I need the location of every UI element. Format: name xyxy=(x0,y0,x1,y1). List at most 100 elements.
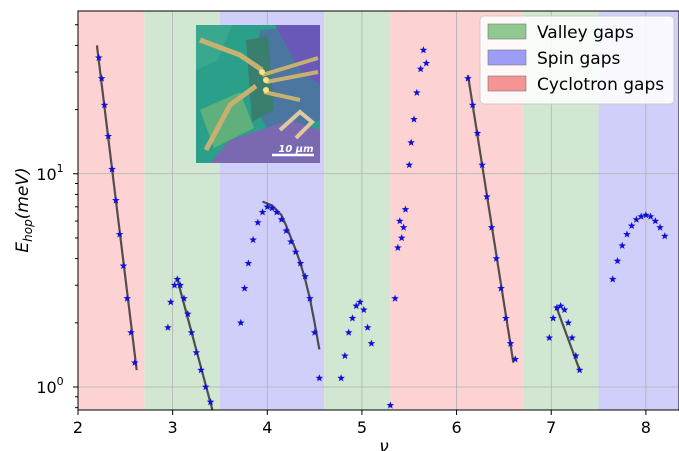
data-point xyxy=(545,333,554,342)
data-point xyxy=(119,261,128,270)
data-point xyxy=(277,215,286,223)
legend-label: Cyclotron gaps xyxy=(537,75,664,95)
data-point xyxy=(296,259,305,267)
data-points xyxy=(95,46,669,409)
data-point xyxy=(391,294,399,302)
x-tick-label: 7 xyxy=(546,418,556,437)
legend: Valley gaps Spin gaps Cyclotron gaps xyxy=(479,15,675,105)
data-point xyxy=(236,318,245,327)
data-point xyxy=(468,101,477,109)
data-point xyxy=(201,382,210,391)
data-point xyxy=(315,374,324,382)
data-point xyxy=(394,243,402,251)
data-point xyxy=(173,275,182,283)
data-point xyxy=(176,281,185,289)
legend-swatch xyxy=(487,23,527,40)
data-point xyxy=(104,132,113,140)
data-point xyxy=(112,196,120,204)
data-point xyxy=(123,294,132,302)
data-point xyxy=(395,217,404,225)
data-point xyxy=(632,215,641,223)
legend-swatch xyxy=(487,75,527,92)
data-point xyxy=(483,192,491,201)
data-point xyxy=(511,355,520,363)
data-point xyxy=(306,294,314,302)
data-point xyxy=(192,348,201,356)
legend-swatch xyxy=(487,49,527,66)
fit-line xyxy=(554,305,581,371)
y-axis-label-sub: hop xyxy=(21,219,35,242)
x-tick-label: 6 xyxy=(451,418,461,437)
data-point xyxy=(661,232,669,240)
data-point xyxy=(130,358,139,366)
data-point xyxy=(501,314,510,322)
y-axis-label-unit: (meV) xyxy=(13,167,33,219)
data-point xyxy=(549,314,557,322)
data-point xyxy=(127,328,135,336)
data-point xyxy=(360,305,368,314)
y-tick-label: 101 xyxy=(36,162,63,184)
data-point xyxy=(405,160,414,169)
data-point xyxy=(180,294,188,302)
x-tick-label: 5 xyxy=(357,418,367,437)
data-point xyxy=(642,211,650,219)
data-point xyxy=(344,328,353,336)
data-point xyxy=(399,223,408,231)
legend-label: Spin gaps xyxy=(537,49,620,69)
data-point xyxy=(240,284,249,292)
data-point xyxy=(244,259,253,267)
data-point xyxy=(206,398,215,406)
data-point xyxy=(492,254,501,262)
data-point xyxy=(170,281,179,289)
x-tick-label: 3 xyxy=(168,418,178,437)
data-point xyxy=(651,217,660,225)
data-point xyxy=(473,129,482,137)
data-point xyxy=(348,314,357,322)
data-point xyxy=(422,59,431,67)
data-point xyxy=(556,301,565,310)
y-tick-label: 100 xyxy=(36,375,63,397)
data-point xyxy=(337,374,345,382)
data-point xyxy=(608,275,617,283)
data-point xyxy=(249,235,257,244)
data-point xyxy=(419,46,428,54)
y-axis-label-main: E xyxy=(13,242,33,253)
data-point xyxy=(341,351,349,360)
data-point xyxy=(464,74,472,82)
data-point xyxy=(487,223,496,231)
data-point xyxy=(310,328,319,336)
data-point xyxy=(108,165,116,173)
x-tick-label: 4 xyxy=(262,418,272,437)
data-point xyxy=(478,160,486,169)
data-point xyxy=(553,303,561,312)
scale-bar-label: 10 μm xyxy=(278,144,313,155)
data-point xyxy=(623,230,631,238)
data-point xyxy=(282,226,291,235)
data-point xyxy=(560,305,569,314)
data-point xyxy=(287,237,295,245)
data-point xyxy=(637,212,645,220)
data-point xyxy=(254,218,262,226)
data-point xyxy=(115,230,124,238)
data-point xyxy=(646,212,655,220)
data-point xyxy=(416,65,425,73)
x-axis-label: ν xyxy=(379,437,389,451)
data-point xyxy=(367,339,376,347)
data-point xyxy=(627,221,636,230)
data-point xyxy=(413,88,421,96)
data-point xyxy=(197,366,205,374)
y-axis-ticks: 100 101 xyxy=(36,24,78,409)
x-axis-ticks: 2 3 4 5 6 7 8 xyxy=(73,410,651,437)
data-point xyxy=(97,74,106,82)
inset-micrograph: 10 μm xyxy=(196,25,320,163)
data-point xyxy=(268,204,276,212)
data-point xyxy=(568,333,576,342)
x-tick-label: 2 xyxy=(73,418,83,437)
data-point xyxy=(497,284,505,292)
data-point xyxy=(272,208,281,216)
legend-label: Valley gaps xyxy=(537,23,634,43)
data-point xyxy=(386,401,395,409)
data-point xyxy=(656,223,664,231)
x-tick-label: 8 xyxy=(641,418,651,437)
data-point xyxy=(397,233,406,242)
